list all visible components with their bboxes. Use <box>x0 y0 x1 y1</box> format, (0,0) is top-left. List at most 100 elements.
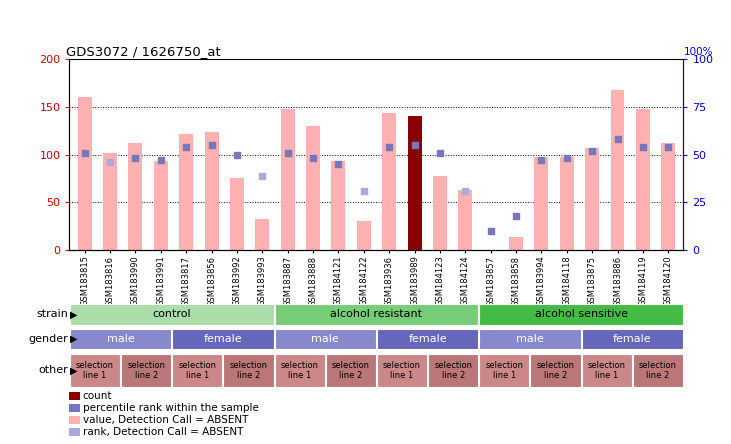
Text: female: female <box>409 334 447 344</box>
Bar <box>480 353 529 387</box>
Bar <box>509 237 523 250</box>
Text: selection
line 1: selection line 1 <box>383 361 421 380</box>
Bar <box>179 134 193 250</box>
Bar <box>582 353 632 387</box>
Bar <box>275 329 376 349</box>
Point <box>155 157 167 164</box>
Text: rank, Detection Call = ABSENT: rank, Detection Call = ABSENT <box>83 427 243 436</box>
Point <box>586 147 598 154</box>
Bar <box>275 304 478 325</box>
Bar <box>585 148 599 250</box>
Text: alcohol resistant: alcohol resistant <box>330 309 423 319</box>
Bar <box>224 353 273 387</box>
Bar <box>275 353 325 387</box>
Bar <box>70 353 120 387</box>
Point <box>129 155 141 162</box>
Bar <box>662 143 675 250</box>
Bar <box>173 329 273 349</box>
Point <box>358 187 370 194</box>
Point <box>105 159 116 166</box>
Text: ▶: ▶ <box>70 309 77 319</box>
Bar <box>531 353 580 387</box>
Bar <box>582 329 683 349</box>
Point <box>459 187 471 194</box>
Text: percentile rank within the sample: percentile rank within the sample <box>83 403 259 412</box>
Bar <box>560 157 574 250</box>
Bar <box>173 353 222 387</box>
Point <box>231 151 243 158</box>
Point <box>536 157 548 164</box>
Point <box>434 149 446 156</box>
Text: gender: gender <box>29 334 68 344</box>
Text: ▶: ▶ <box>70 334 77 344</box>
Text: GDS3072 / 1626750_at: GDS3072 / 1626750_at <box>67 45 221 58</box>
Point <box>282 149 294 156</box>
Bar <box>255 219 269 250</box>
Text: ▶: ▶ <box>70 365 77 375</box>
Bar <box>331 161 345 250</box>
Text: selection
line 2: selection line 2 <box>127 361 165 380</box>
Point <box>333 161 344 168</box>
Point <box>307 155 319 162</box>
Text: male: male <box>311 334 339 344</box>
Point <box>662 143 674 151</box>
Text: selection
line 1: selection line 1 <box>485 361 523 380</box>
Text: 100%: 100% <box>683 47 713 57</box>
Text: selection
line 2: selection line 2 <box>434 361 472 380</box>
Point <box>637 143 648 151</box>
Text: selection
line 2: selection line 2 <box>230 361 268 380</box>
Bar <box>610 90 624 250</box>
Bar <box>458 190 472 250</box>
Text: selection
line 2: selection line 2 <box>639 361 677 380</box>
Point <box>79 149 91 156</box>
Bar <box>103 153 117 250</box>
Text: selection
line 2: selection line 2 <box>537 361 575 380</box>
Bar <box>382 114 396 250</box>
Bar <box>154 161 168 250</box>
Bar <box>433 176 447 250</box>
Bar <box>121 353 171 387</box>
Text: selection
line 2: selection line 2 <box>332 361 370 380</box>
Point <box>205 142 217 149</box>
Bar <box>428 353 478 387</box>
Bar <box>377 353 427 387</box>
Text: male: male <box>516 334 544 344</box>
Point <box>485 227 496 234</box>
Bar <box>70 304 273 325</box>
Text: female: female <box>613 334 651 344</box>
Bar <box>281 109 295 250</box>
Point <box>181 143 192 151</box>
Text: selection
line 1: selection line 1 <box>281 361 319 380</box>
Text: selection
line 1: selection line 1 <box>588 361 626 380</box>
Bar <box>534 157 548 250</box>
Point <box>612 136 624 143</box>
Text: female: female <box>204 334 242 344</box>
Point <box>510 212 522 219</box>
Point <box>409 142 420 149</box>
Text: strain: strain <box>36 309 68 319</box>
Bar <box>70 329 171 349</box>
Text: control: control <box>153 309 191 319</box>
Bar <box>129 143 143 250</box>
Bar <box>636 109 650 250</box>
Text: male: male <box>107 334 135 344</box>
Text: count: count <box>83 391 112 400</box>
Text: alcohol sensitive: alcohol sensitive <box>534 309 628 319</box>
Bar <box>480 304 683 325</box>
Text: selection
line 1: selection line 1 <box>178 361 216 380</box>
Bar <box>77 97 91 250</box>
Bar <box>205 131 219 250</box>
Point <box>561 155 572 162</box>
Text: value, Detection Call = ABSENT: value, Detection Call = ABSENT <box>83 415 248 424</box>
Bar <box>633 353 683 387</box>
Bar <box>377 329 478 349</box>
Text: selection
line 1: selection line 1 <box>76 361 114 380</box>
Point <box>257 172 268 179</box>
Bar <box>357 222 371 250</box>
Bar <box>306 126 320 250</box>
Bar <box>408 116 422 250</box>
Bar <box>326 353 376 387</box>
Bar <box>480 329 580 349</box>
Bar <box>230 178 244 250</box>
Text: other: other <box>38 365 68 375</box>
